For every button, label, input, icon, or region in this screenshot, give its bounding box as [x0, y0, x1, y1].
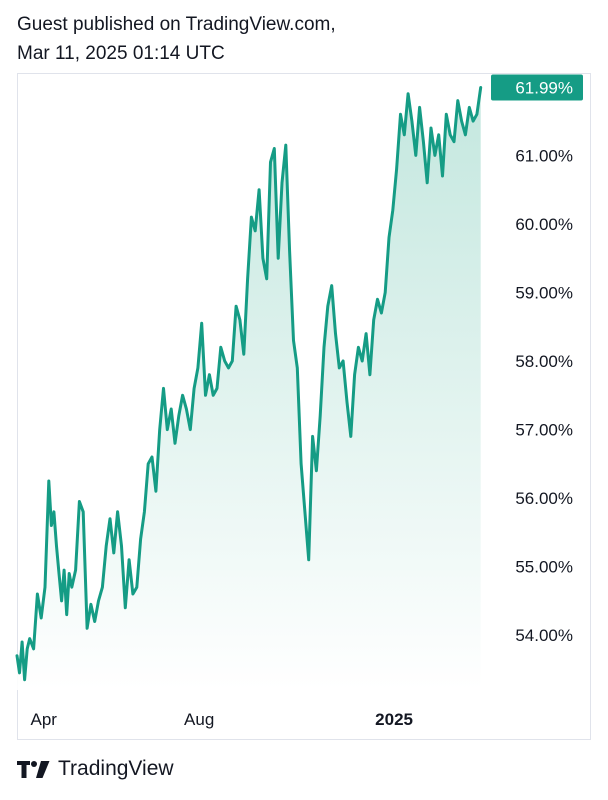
x-tick-label: Apr: [31, 710, 58, 729]
x-tick-label: Aug: [184, 710, 214, 729]
last-value-badge: [491, 74, 583, 101]
y-tick-label: 61.00%: [515, 146, 573, 165]
y-tick-label: 58.00%: [515, 352, 573, 371]
footer-brand-label: TradingView: [58, 757, 174, 780]
y-tick-label: 60.00%: [515, 215, 573, 234]
y-tick-label: 56.00%: [515, 489, 573, 508]
area-chart: 54.00% 55.00% 56.00% 57.00% 58.00% 59.00% 60.0…: [15, 74, 583, 729]
y-tick-label: 57.00%: [515, 421, 573, 440]
line-layer: [15, 86, 483, 682]
tradingview-logo-icon: [17, 760, 50, 778]
publish-source-line: Guest published on TradingView.com,: [17, 14, 336, 35]
area-layer: [17, 87, 481, 690]
series-line: [15, 86, 483, 682]
series-area: [17, 87, 481, 690]
y-axis: 54.00% 55.00% 56.00% 57.00% 58.00% 59.00% 60.0…: [515, 146, 573, 645]
x-axis: Apr Aug 2025: [31, 710, 413, 729]
x-tick-label: 2025: [375, 710, 413, 729]
y-tick-label: 54.00%: [515, 626, 573, 645]
chart-frame: [17, 73, 591, 740]
y-tick-label: 59.00%: [515, 283, 573, 302]
last-value-label: 61.99%: [515, 79, 573, 98]
publish-header: Guest published on TradingView.com, Mar …: [17, 10, 336, 68]
y-tick-label: 55.00%: [515, 558, 573, 577]
last-value-badge-layer: 61.99%: [491, 74, 583, 101]
footer-brand: TradingView: [17, 757, 174, 781]
publish-date-line: Mar 11, 2025 01:14 UTC: [17, 43, 225, 64]
